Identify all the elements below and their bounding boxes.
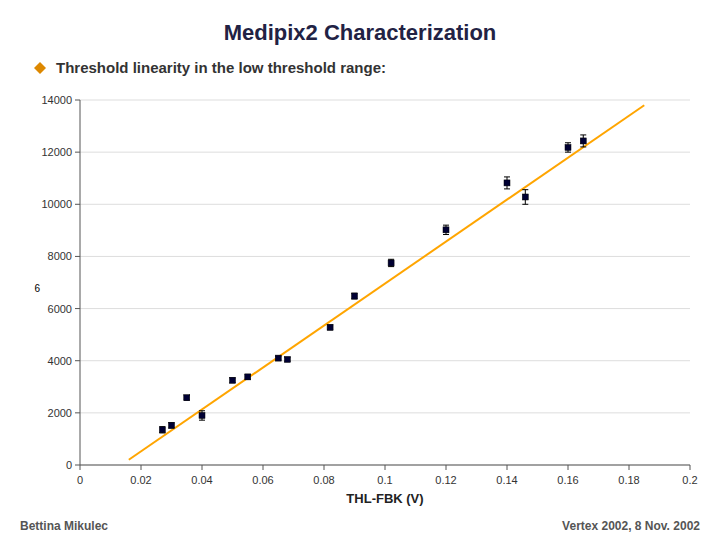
error-bar: [504, 177, 510, 189]
x-tick: [446, 465, 447, 470]
fit-line: [129, 105, 644, 460]
x-tick-label: 0.14: [496, 474, 517, 486]
error-bar: [169, 423, 175, 428]
grid-line: [80, 308, 690, 309]
y-tick: [75, 204, 80, 205]
data-point: [522, 194, 528, 200]
x-tick: [690, 465, 691, 470]
error-bar: [230, 378, 236, 383]
data-point: [184, 395, 190, 401]
y-tick-label: 6000: [48, 303, 72, 315]
data-point: [199, 412, 205, 418]
error-bar: [388, 259, 394, 266]
x-tick: [507, 465, 508, 470]
error-bar: [159, 427, 165, 433]
x-tick-label: 0: [77, 474, 83, 486]
plot-marks: [129, 105, 644, 460]
x-axis-label: THL-FBK (V): [346, 491, 423, 506]
y-tick: [75, 152, 80, 153]
title: Medipix2 Characterization: [224, 20, 497, 45]
x-tick-label: 0.04: [191, 474, 212, 486]
x-tick: [385, 465, 386, 470]
y-tick-label: 0: [66, 459, 72, 471]
data-point: [327, 324, 333, 330]
error-bar: [245, 375, 251, 380]
y-tick: [75, 100, 80, 101]
x-tick-label: 0.06: [252, 474, 273, 486]
y-tick-label: 10000: [41, 198, 72, 210]
data-point: [352, 293, 358, 299]
data-point: [230, 377, 236, 383]
grid-line: [80, 152, 690, 153]
error-bar: [565, 143, 571, 152]
error-bar: [327, 325, 333, 330]
footer-right: Vertex 2002, 8 Nov. 2002: [562, 519, 700, 533]
grid-line: [80, 360, 690, 361]
x-tick: [80, 465, 81, 470]
x-tick: [202, 465, 203, 470]
data-point: [504, 180, 510, 186]
y-tick: [75, 256, 80, 257]
y-tick: [75, 412, 80, 413]
y-tick: [75, 360, 80, 361]
y-tick-label: 2000: [48, 407, 72, 419]
plot-area: [80, 100, 690, 465]
error-bar: [199, 411, 205, 420]
data-point: [169, 422, 175, 428]
data-point: [245, 374, 251, 380]
error-bar: [443, 225, 449, 234]
x-tick-label: 0.02: [130, 474, 151, 486]
footer-left: Bettina Mikulec: [20, 519, 108, 533]
y-tick-label: 4000: [48, 355, 72, 367]
error-bar: [580, 135, 586, 147]
x-tick: [263, 465, 264, 470]
x-tick-label: 0.08: [313, 474, 334, 486]
data-point: [443, 227, 449, 233]
y-axis: [80, 100, 81, 465]
data-point: [284, 356, 290, 362]
annotation: 6: [34, 283, 40, 294]
error-bar: [184, 395, 190, 400]
grid-line: [80, 256, 690, 257]
subtitle: Threshold linearity in the low threshold…: [56, 59, 386, 76]
chart: Medipix2 Characterization Threshold linea…: [0, 0, 720, 540]
bullet: [34, 62, 46, 74]
x-tick: [629, 465, 630, 470]
y-tick-label: 12000: [41, 146, 72, 158]
x-tick-label: 0.18: [618, 474, 639, 486]
data-point: [565, 144, 571, 150]
data-point: [159, 427, 165, 433]
grid-line: [80, 100, 690, 101]
x-tick-label: 0.16: [557, 474, 578, 486]
y-tick-label: 8000: [48, 250, 72, 262]
y-tick: [75, 465, 80, 466]
x-tick: [568, 465, 569, 470]
x-tick: [324, 465, 325, 470]
x-tick: [141, 465, 142, 470]
y-tick-label: 14000: [41, 94, 72, 106]
x-tick-label: 0.12: [435, 474, 456, 486]
error-bar: [352, 293, 358, 299]
data-point: [580, 138, 586, 144]
grid-line: [80, 412, 690, 413]
data-point: [388, 260, 394, 266]
y-tick: [75, 308, 80, 309]
grid-line: [80, 204, 690, 205]
x-tick-label: 0.2: [682, 474, 697, 486]
data-point: [275, 355, 281, 361]
x-tick-label: 0.1: [377, 474, 392, 486]
error-bar: [522, 190, 528, 205]
